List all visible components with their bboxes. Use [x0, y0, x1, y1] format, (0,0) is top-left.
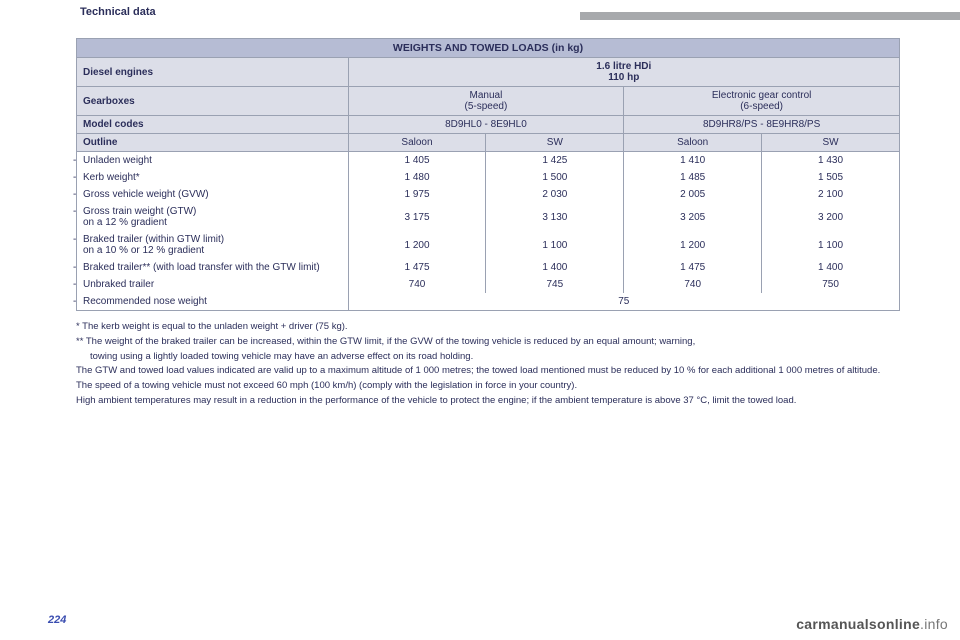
row-value: 1 475: [348, 259, 486, 276]
row-value: 1 975: [348, 186, 486, 203]
row-label: Gross train weight (GTW)on a 12 % gradie…: [77, 203, 349, 231]
row-value: 1 400: [762, 259, 900, 276]
weights-table: WEIGHTS AND TOWED LOADS (in kg) Diesel e…: [76, 38, 900, 311]
gearbox-row: Gearboxes Manual (5-speed) Electronic ge…: [77, 87, 900, 116]
watermark-rest: .info: [920, 616, 948, 632]
model-row: Model codes 8D9HL0 - 8E9HL0 8D9HR8/PS - …: [77, 116, 900, 134]
footnote-2b: towing using a lightly loaded towing veh…: [76, 351, 900, 364]
row-value: 3 200: [762, 203, 900, 231]
engine-label: Diesel engines: [77, 58, 349, 87]
footnote-5: High ambient temperatures may result in …: [76, 395, 900, 408]
row-value: 1 480: [348, 169, 486, 186]
row-value: 1 505: [762, 169, 900, 186]
gearbox-1: Manual (5-speed): [348, 87, 624, 116]
table-row: Unbraked trailer740745740750: [77, 276, 900, 293]
row-value: 3 205: [624, 203, 762, 231]
engine-value-line1: 1.6 litre HDi: [355, 61, 893, 72]
row-label: Gross vehicle weight (GVW): [77, 186, 349, 203]
row-label: Unladen weight: [77, 152, 349, 170]
row-label: Unbraked trailer: [77, 276, 349, 293]
outline-label: Outline: [77, 134, 349, 152]
decorative-top-bar: [580, 12, 960, 20]
watermark-bold: carmanualsonline: [796, 616, 920, 632]
row-value: 1 500: [486, 169, 624, 186]
row-value: 2 030: [486, 186, 624, 203]
row-value: 3 130: [486, 203, 624, 231]
row-value: 1 485: [624, 169, 762, 186]
row-value: 740: [624, 276, 762, 293]
outline-row: Outline Saloon SW Saloon SW: [77, 134, 900, 152]
gearbox-1-line1: Manual: [355, 90, 618, 101]
table-title-row: WEIGHTS AND TOWED LOADS (in kg): [77, 39, 900, 58]
row-value: 1 100: [762, 231, 900, 259]
outline-col-1: Saloon: [348, 134, 486, 152]
table-row: Braked trailer** (with load transfer wit…: [77, 259, 900, 276]
row-label: Braked trailer** (with load transfer wit…: [77, 259, 349, 276]
row-value: 1 430: [762, 152, 900, 170]
row-value: 1 200: [348, 231, 486, 259]
row-label: Recommended nose weight: [77, 293, 349, 311]
row-value: 2 100: [762, 186, 900, 203]
page-number: 224: [48, 614, 66, 626]
row-value: 1 400: [486, 259, 624, 276]
row-value: 745: [486, 276, 624, 293]
engine-value: 1.6 litre HDi 110 hp: [348, 58, 899, 87]
table-row: Gross vehicle weight (GVW)1 9752 0302 00…: [77, 186, 900, 203]
footnote-2: ** The weight of the braked trailer can …: [76, 336, 900, 349]
footnote-4: The speed of a towing vehicle must not e…: [76, 380, 900, 393]
row-value: 1 410: [624, 152, 762, 170]
table-row: Kerb weight*1 4801 5001 4851 505: [77, 169, 900, 186]
row-value: 1 425: [486, 152, 624, 170]
engine-value-line2: 110 hp: [355, 72, 893, 83]
footnotes: * The kerb weight is equal to the unlade…: [76, 321, 900, 408]
row-value: 750: [762, 276, 900, 293]
table-row: Braked trailer (within GTW limit)on a 10…: [77, 231, 900, 259]
row-label: Kerb weight*: [77, 169, 349, 186]
gearbox-label: Gearboxes: [77, 87, 349, 116]
section-header: Technical data: [80, 6, 156, 18]
table-row: Recommended nose weight75: [77, 293, 900, 311]
model-label: Model codes: [77, 116, 349, 134]
row-value: 1 405: [348, 152, 486, 170]
row-value: 75: [348, 293, 899, 311]
model-2: 8D9HR8/PS - 8E9HR8/PS: [624, 116, 900, 134]
row-value: 1 200: [624, 231, 762, 259]
row-value: 1 100: [486, 231, 624, 259]
outline-col-2: SW: [486, 134, 624, 152]
gearbox-1-line2: (5-speed): [355, 101, 618, 112]
footnote-3: The GTW and towed load values indicated …: [76, 365, 900, 378]
gearbox-2-line2: (6-speed): [630, 101, 893, 112]
gearbox-2-line1: Electronic gear control: [630, 90, 893, 101]
table-row: Unladen weight1 4051 4251 4101 430: [77, 152, 900, 170]
page-content: WEIGHTS AND TOWED LOADS (in kg) Diesel e…: [76, 38, 900, 594]
outline-col-3: Saloon: [624, 134, 762, 152]
footnote-1: * The kerb weight is equal to the unlade…: [76, 321, 900, 334]
gearbox-2: Electronic gear control (6-speed): [624, 87, 900, 116]
row-value: 1 475: [624, 259, 762, 276]
table-title: WEIGHTS AND TOWED LOADS (in kg): [77, 39, 900, 58]
model-1: 8D9HL0 - 8E9HL0: [348, 116, 624, 134]
row-value: 740: [348, 276, 486, 293]
row-value: 2 005: [624, 186, 762, 203]
table-row: Gross train weight (GTW)on a 12 % gradie…: [77, 203, 900, 231]
outline-col-4: SW: [762, 134, 900, 152]
row-value: 3 175: [348, 203, 486, 231]
manual-page: Technical data WEIGHTS AND TOWED LOADS (…: [0, 0, 960, 640]
engine-row: Diesel engines 1.6 litre HDi 110 hp: [77, 58, 900, 87]
row-label: Braked trailer (within GTW limit)on a 10…: [77, 231, 349, 259]
watermark: carmanualsonline.info: [796, 616, 948, 632]
